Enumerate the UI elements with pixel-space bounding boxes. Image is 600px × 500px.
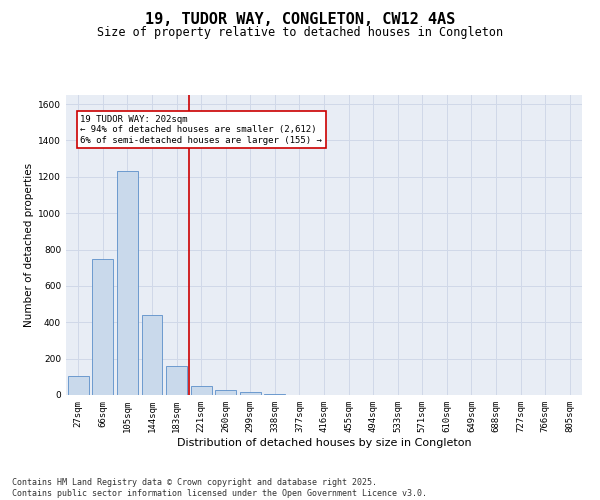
Text: 19, TUDOR WAY, CONGLETON, CW12 4AS: 19, TUDOR WAY, CONGLETON, CW12 4AS (145, 12, 455, 28)
Text: Size of property relative to detached houses in Congleton: Size of property relative to detached ho… (97, 26, 503, 39)
Bar (117, 172, 138, 395)
Bar (166, 366, 187, 395)
X-axis label: Distribution of detached houses by size in Congleton: Distribution of detached houses by size … (176, 438, 472, 448)
Bar (142, 315, 163, 395)
Bar (68, 376, 89, 395)
Bar (92, 258, 113, 395)
Bar (215, 390, 236, 395)
Text: 19 TUDOR WAY: 202sqm
← 94% of detached houses are smaller (2,612)
6% of semi-det: 19 TUDOR WAY: 202sqm ← 94% of detached h… (80, 115, 322, 145)
Bar (240, 392, 261, 395)
Y-axis label: Number of detached properties: Number of detached properties (24, 163, 34, 327)
Bar (265, 394, 286, 395)
Bar (191, 386, 212, 395)
Text: Contains HM Land Registry data © Crown copyright and database right 2025.
Contai: Contains HM Land Registry data © Crown c… (12, 478, 427, 498)
